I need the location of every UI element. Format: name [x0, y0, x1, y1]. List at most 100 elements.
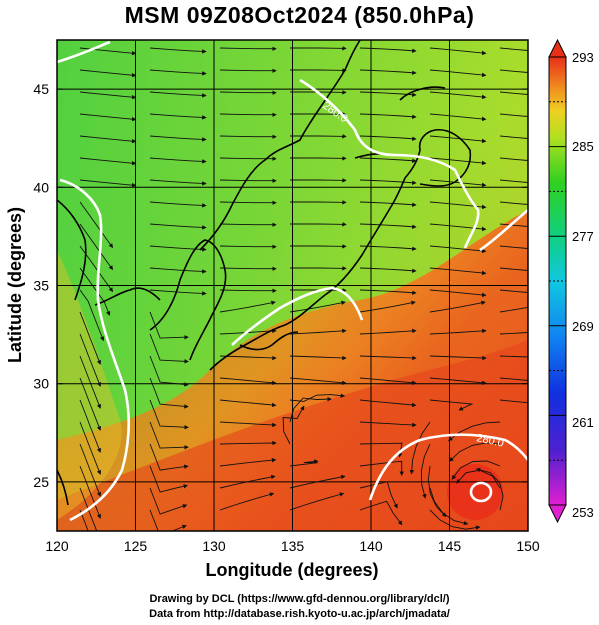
streamline [359, 442, 403, 458]
streamline [449, 442, 501, 462]
streamline [79, 179, 137, 188]
colorbar-label: 293 [572, 50, 594, 65]
streamline [149, 179, 207, 186]
streamline [149, 509, 187, 531]
streamline [219, 421, 277, 428]
streamline [79, 289, 105, 342]
colorbar-max-arrow [548, 38, 567, 58]
streamline [429, 399, 474, 411]
streamline [219, 46, 277, 51]
streamline [79, 487, 98, 531]
colorbar-min-arrow [548, 504, 567, 524]
streamline [359, 47, 417, 53]
streamline [149, 69, 207, 76]
streamline [429, 289, 487, 298]
streamline [289, 492, 345, 511]
y-axis-title: Latitude (degrees) [5, 207, 25, 363]
y-tick-label: 45 [33, 81, 49, 97]
streamline [359, 201, 417, 207]
streamline [429, 245, 487, 254]
x-tick-label: 145 [438, 538, 462, 554]
streamline [289, 377, 347, 385]
streamline [429, 223, 487, 232]
streamline [219, 440, 277, 446]
streamline [79, 509, 89, 531]
streamline [359, 300, 416, 313]
y-tick-label: 25 [33, 474, 49, 490]
streamline [79, 47, 137, 56]
streamline [359, 355, 417, 361]
streamline [359, 500, 403, 526]
streamline [359, 328, 417, 335]
streamline [79, 201, 114, 249]
y-tick-label: 40 [33, 179, 49, 195]
streamline [79, 223, 114, 271]
streamline [427, 465, 447, 518]
streamline [219, 474, 276, 489]
streamline [149, 465, 189, 493]
streamline [79, 399, 102, 453]
streamline [359, 157, 417, 163]
streamline [149, 421, 189, 450]
streamline [79, 333, 102, 387]
credit-drawing: Drawing by DCL (https://www.gfd-dennou.o… [149, 593, 450, 605]
streamline [79, 421, 102, 475]
streamline [289, 393, 346, 402]
colorbar [548, 38, 567, 524]
streamline [429, 157, 487, 166]
streamline [429, 113, 487, 122]
streamline [79, 91, 137, 100]
y-axis: 25 30 35 40 45 [33, 81, 528, 490]
streamline [149, 443, 189, 471]
streamline [359, 135, 417, 141]
x-axis-title: Longitude (degrees) [205, 560, 378, 580]
x-tick-label: 130 [202, 538, 226, 554]
streamline [219, 300, 276, 313]
streamline [219, 492, 275, 511]
streamline [289, 474, 346, 489]
colorbar-label: 261 [572, 415, 594, 430]
y-tick-label: 35 [33, 278, 49, 294]
streamline [420, 443, 431, 499]
streamline [289, 396, 332, 423]
streamline [359, 69, 417, 75]
streamline [429, 487, 469, 526]
streamline [149, 91, 207, 98]
streamline [149, 223, 207, 230]
streamline [429, 179, 487, 188]
streamline [149, 487, 188, 515]
streamline [149, 135, 207, 142]
streamline [429, 328, 487, 335]
streamline [429, 135, 487, 144]
streamline [79, 355, 102, 409]
streamline [282, 405, 305, 445]
streamline [451, 460, 501, 480]
credit-data: Data from http://database.rish.kyoto-u.a… [149, 608, 450, 620]
streamline [149, 289, 207, 296]
streamline [149, 157, 207, 164]
streamline [359, 399, 417, 408]
streamline [429, 267, 487, 276]
streamline [219, 112, 277, 117]
streamline [359, 481, 398, 509]
colorbar-label: 269 [572, 319, 594, 334]
streamline [499, 332, 528, 335]
x-tick-label: 140 [359, 538, 383, 554]
streamline [359, 223, 417, 229]
streamline [149, 47, 207, 54]
x-tick-label: 125 [124, 538, 148, 554]
streamline [79, 69, 137, 78]
streamline [219, 244, 277, 249]
streamline [79, 267, 111, 316]
streamline [289, 355, 347, 361]
streamline [79, 465, 102, 519]
contour-label: 280.0 [475, 432, 504, 449]
streamline [149, 399, 189, 430]
streamline [429, 509, 481, 530]
streamline [289, 300, 346, 313]
streamline [359, 267, 417, 273]
streamline [429, 47, 487, 56]
x-tick-label: 135 [281, 538, 305, 554]
colorbar-label: 277 [572, 229, 594, 244]
